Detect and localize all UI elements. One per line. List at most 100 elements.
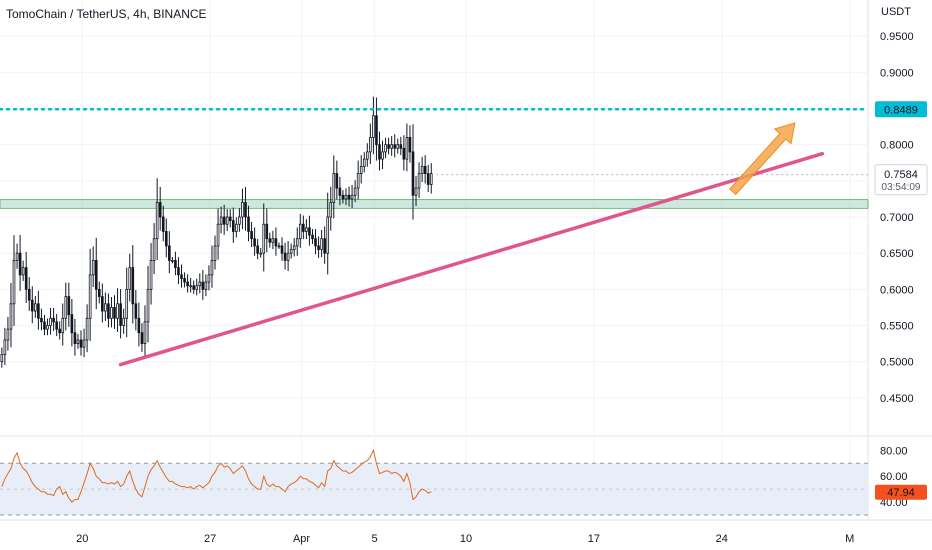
candle — [323, 226, 326, 264]
support-zone — [0, 199, 869, 209]
candle-body-down — [265, 223, 269, 240]
candle-body-down — [107, 303, 110, 319]
candle — [238, 208, 241, 232]
candle — [128, 253, 132, 302]
candle-body-down — [24, 267, 28, 290]
candle-body-down — [158, 202, 162, 218]
candle-body-up — [116, 303, 119, 319]
time-tick-label: 10 — [460, 533, 472, 545]
candle-body-up — [91, 259, 95, 276]
candle — [61, 303, 65, 346]
candle — [110, 297, 113, 328]
candle-body-up — [204, 281, 208, 290]
candle — [350, 184, 354, 209]
candle-body-up — [238, 216, 241, 225]
candle-body-up — [15, 252, 19, 261]
candle — [247, 205, 250, 242]
resistance-value: 0.8489 — [884, 104, 918, 116]
candle-body-down — [426, 173, 430, 185]
candle — [369, 123, 372, 165]
candle — [113, 295, 116, 329]
candle-body-down — [387, 144, 390, 149]
candle-body-up — [61, 317, 65, 334]
candle-body-down — [228, 216, 232, 222]
candle-body-down — [192, 285, 196, 290]
candle-body-down — [338, 187, 342, 196]
candle — [177, 257, 180, 284]
price-tick-label: 0.4500 — [880, 393, 914, 405]
candle-body-up — [295, 238, 299, 247]
candle — [6, 316, 10, 351]
candle-body-up — [381, 151, 384, 160]
candle-body-up — [189, 285, 192, 288]
candle — [384, 137, 387, 158]
candle-body-up — [152, 238, 156, 261]
last-price-badge: 0.7584 03:54:09 — [874, 164, 928, 196]
candle-body-down — [161, 216, 165, 232]
price-tick-label: 0.9500 — [880, 31, 914, 43]
candle — [143, 305, 147, 359]
candle — [30, 286, 34, 324]
candle — [286, 241, 290, 272]
candle-body-down — [27, 288, 31, 301]
candle — [341, 190, 345, 204]
candle-body-down — [247, 216, 250, 232]
candle — [399, 136, 403, 156]
candle — [0, 347, 4, 368]
candle-body-up — [110, 307, 113, 319]
candle-body-up — [104, 303, 107, 312]
candle-body-down — [174, 259, 177, 269]
candle-body-up — [6, 328, 10, 341]
candle — [149, 243, 153, 305]
candle — [37, 290, 40, 330]
candle — [277, 242, 281, 249]
candle — [171, 256, 174, 264]
candle-body-up — [207, 274, 211, 283]
rsi-line — [1, 448, 432, 503]
candle — [280, 237, 284, 261]
candle — [73, 318, 77, 356]
candle-body-down — [97, 288, 101, 297]
candle — [204, 274, 208, 297]
candle-body-up — [384, 144, 387, 153]
candle-body-up — [344, 194, 348, 200]
candle — [347, 186, 351, 207]
candle — [420, 156, 424, 182]
candle-body-down — [280, 245, 284, 254]
candle — [423, 155, 427, 184]
candle — [79, 330, 83, 356]
candle — [329, 186, 333, 231]
candle-body-up — [292, 245, 296, 250]
candle — [250, 221, 253, 248]
candle-body-down — [283, 252, 287, 261]
candle — [140, 323, 144, 352]
candle-body-up — [365, 151, 369, 160]
candle — [43, 314, 46, 336]
candle — [9, 282, 13, 348]
candle — [402, 135, 406, 171]
candle — [58, 321, 62, 340]
candle-body-up — [125, 288, 129, 319]
candle-body-up — [429, 173, 433, 185]
candle — [222, 204, 226, 235]
candle-body-up — [82, 339, 86, 348]
candle — [262, 203, 266, 272]
candle — [46, 318, 49, 336]
time-tick-label: 27 — [204, 533, 216, 545]
candle-body-down — [183, 278, 186, 283]
candle — [271, 230, 275, 250]
candle — [326, 192, 330, 275]
candle-body-up — [88, 274, 92, 319]
candle — [429, 163, 433, 194]
candle-body-down — [231, 220, 235, 232]
candle — [146, 265, 150, 343]
candle-body-up — [320, 238, 323, 250]
candle-body-up — [155, 202, 159, 240]
candle — [393, 134, 397, 158]
candle — [186, 274, 189, 293]
candle-body-up — [405, 137, 409, 160]
candle-body-down — [37, 303, 40, 319]
candle — [292, 238, 296, 257]
candle-body-down — [67, 296, 71, 316]
